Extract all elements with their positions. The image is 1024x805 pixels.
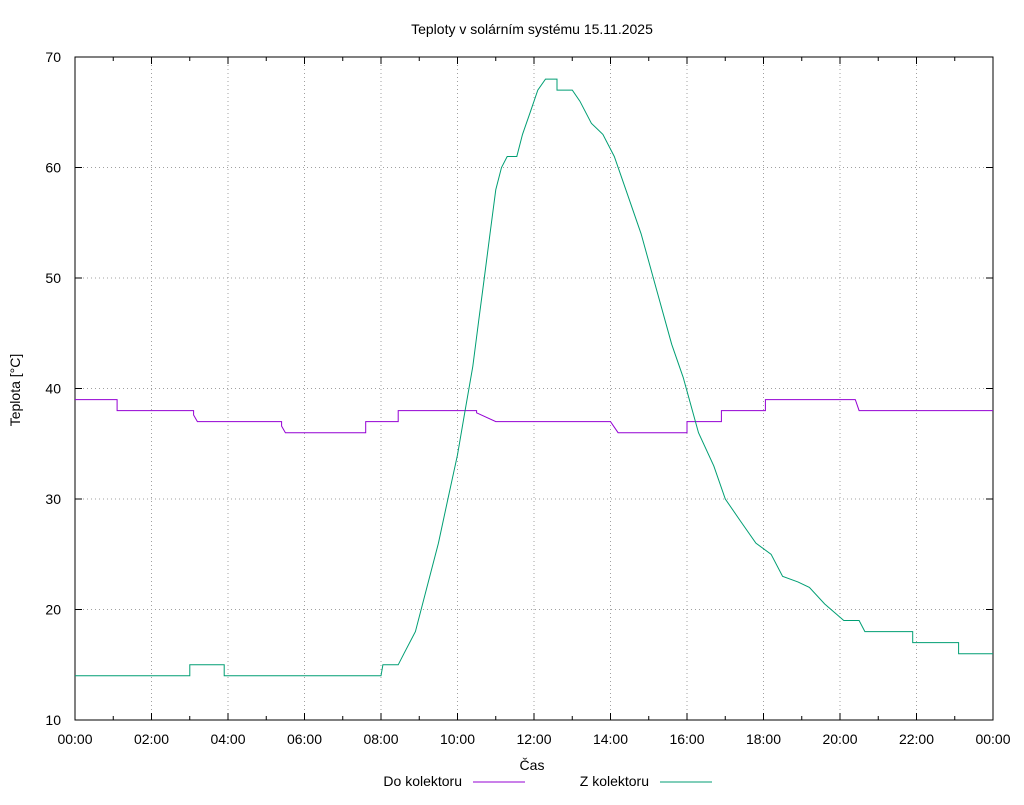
x-tick-label: 18:00 <box>746 731 781 747</box>
x-tick-label: 06:00 <box>287 731 322 747</box>
y-tick-label: 10 <box>45 712 61 728</box>
x-tick-label: 08:00 <box>363 731 398 747</box>
x-tick-label: 10:00 <box>440 731 475 747</box>
x-tick-label: 16:00 <box>669 731 704 747</box>
y-tick-label: 20 <box>45 602 61 618</box>
legend-label-z-kolektoru: Z kolektoru <box>580 773 649 789</box>
y-tick-label: 60 <box>45 160 61 176</box>
x-tick-label: 00:00 <box>57 731 92 747</box>
grid-lines <box>75 57 993 720</box>
x-tick-label: 20:00 <box>822 731 857 747</box>
series-line-do-kolektoru <box>75 399 993 434</box>
x-tick-label: 12:00 <box>516 731 551 747</box>
x-tick-label: 14:00 <box>593 731 628 747</box>
x-tick-label: 00:00 <box>975 731 1010 747</box>
series-lines <box>75 78 993 677</box>
legend: Do kolektoru Z kolektoru <box>383 773 712 789</box>
y-axis-label: Teplota [°C] <box>7 354 23 427</box>
chart-title: Teploty v solárním systému 15.11.2025 <box>411 21 653 37</box>
x-axis-label: Čas <box>520 757 545 773</box>
y-tick-label: 70 <box>45 49 61 65</box>
series-line-z-kolektoru <box>75 78 993 677</box>
y-tick-label: 30 <box>45 491 61 507</box>
x-tick-label: 02:00 <box>134 731 169 747</box>
legend-label-do-kolektoru: Do kolektoru <box>383 773 462 789</box>
x-tick-label: 22:00 <box>899 731 934 747</box>
axis-ticks: 00:00 02:00 04:00 06:00 08:00 10:00 12:00 14:00… <box>45 49 1010 747</box>
x-tick-label: 04:00 <box>210 731 245 747</box>
y-tick-label: 50 <box>45 270 61 286</box>
y-tick-label: 40 <box>45 381 61 397</box>
